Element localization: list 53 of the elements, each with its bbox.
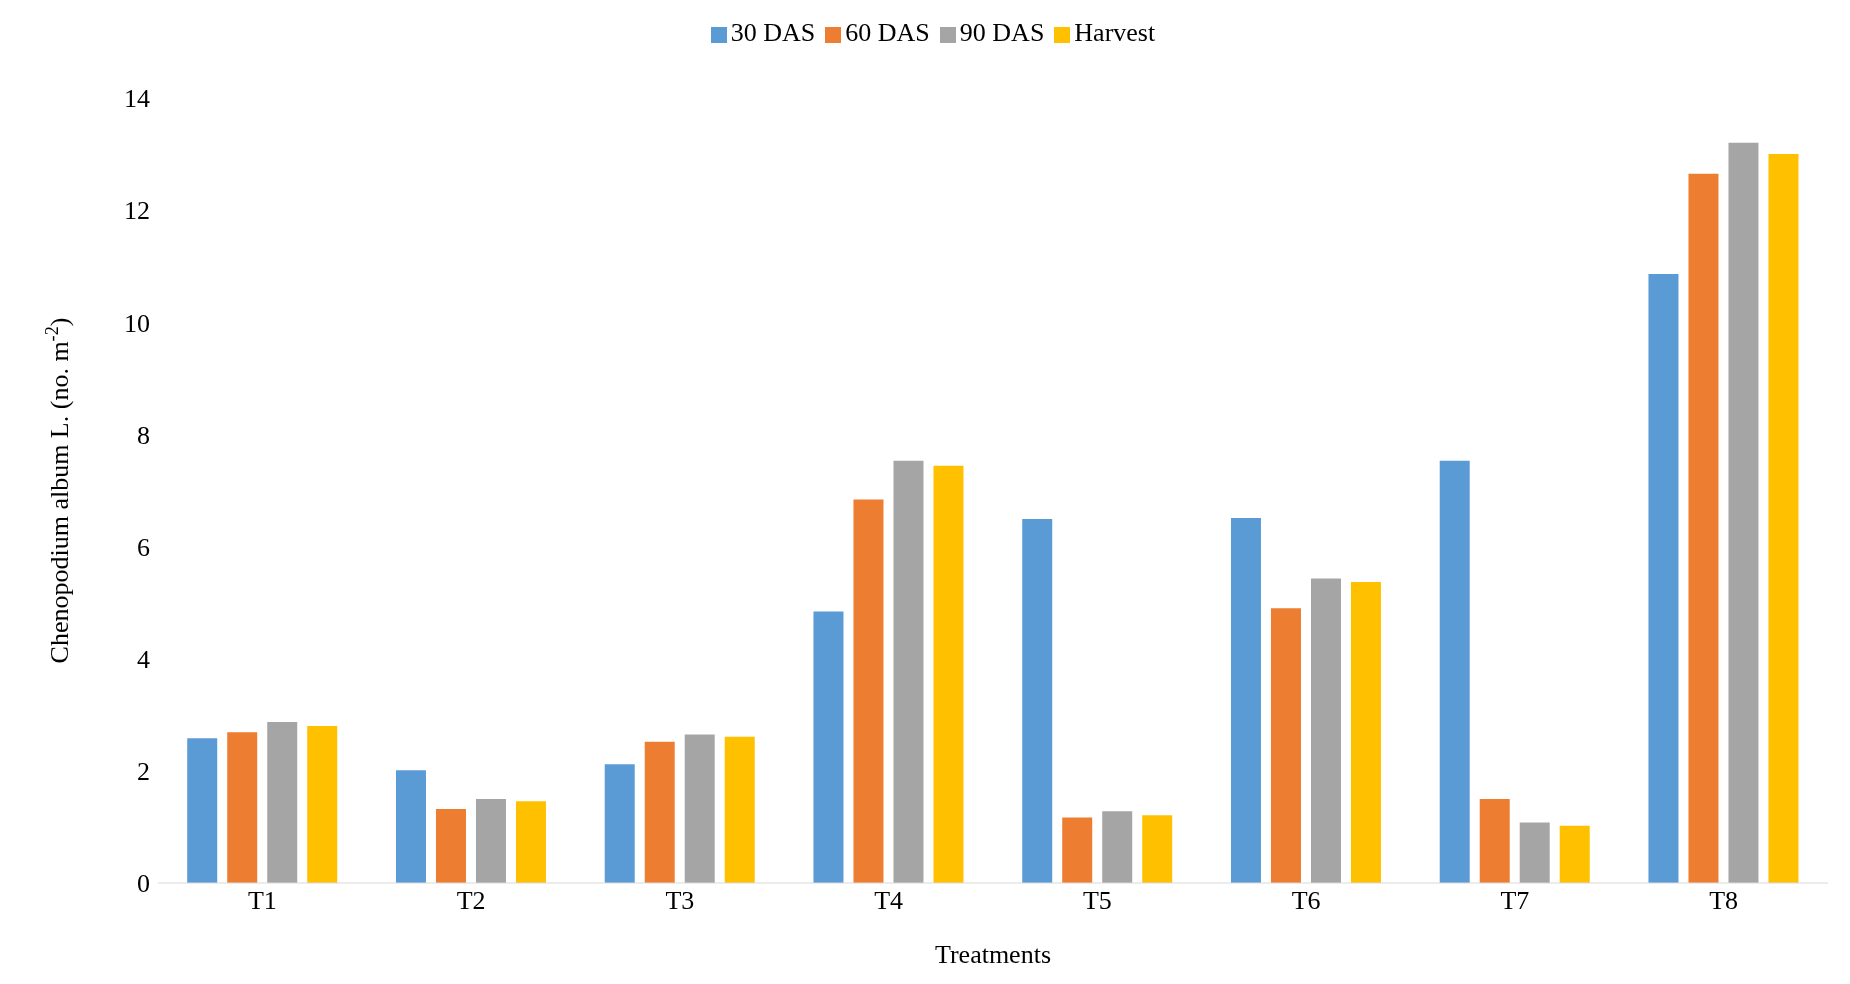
y-tick-label: 2 — [137, 757, 150, 787]
bar — [515, 801, 546, 883]
legend-label: Harvest — [1074, 18, 1156, 47]
x-axis-title: Treatments — [934, 940, 1052, 969]
bar — [1062, 817, 1093, 883]
legend-label: 30 DAS — [730, 18, 816, 47]
bar — [1102, 811, 1133, 883]
x-tick-label: T8 — [1709, 886, 1739, 916]
bar — [1142, 815, 1173, 883]
bar — [1479, 798, 1510, 883]
x-tick-label: T6 — [1291, 886, 1321, 916]
bar — [227, 732, 258, 883]
x-tick-label: T7 — [1500, 886, 1530, 916]
bar — [1688, 173, 1719, 883]
y-tick-label: 10 — [124, 308, 150, 338]
y-tick-label: 6 — [137, 532, 150, 562]
x-tick-label: T5 — [1082, 886, 1112, 916]
bar — [893, 460, 924, 883]
legend-label: 90 DAS — [959, 18, 1045, 47]
y-tick-label: 0 — [137, 869, 150, 899]
x-tick-label: T1 — [247, 886, 277, 916]
bar — [435, 808, 466, 883]
bar — [187, 738, 218, 883]
bar — [1310, 578, 1341, 883]
bar — [1728, 142, 1759, 883]
bar — [307, 726, 338, 883]
bar — [1350, 581, 1381, 883]
bar — [604, 764, 635, 883]
bar — [1270, 608, 1301, 883]
bar — [1519, 822, 1550, 883]
bar — [1022, 519, 1053, 883]
legend-label: 60 DAS — [845, 18, 930, 47]
y-tick-label: 12 — [124, 196, 150, 226]
bar — [684, 734, 715, 883]
bar — [933, 465, 964, 883]
bar — [644, 741, 675, 883]
bar — [1648, 274, 1679, 883]
x-tick-label: T2 — [456, 886, 486, 916]
bar — [1439, 460, 1470, 883]
bar — [853, 499, 884, 883]
x-tick-label: T4 — [874, 886, 904, 916]
bar — [267, 722, 298, 883]
y-tick-label: 8 — [137, 420, 150, 450]
y-tick-label: 14 — [124, 84, 150, 114]
bar — [813, 611, 844, 883]
bar — [724, 736, 755, 883]
bar — [395, 770, 426, 883]
bar — [475, 798, 506, 883]
bar — [1230, 517, 1261, 883]
y-tick-label: 4 — [137, 644, 150, 674]
x-tick-label: T3 — [665, 886, 695, 916]
bar — [1559, 825, 1590, 883]
bar — [1768, 154, 1799, 883]
